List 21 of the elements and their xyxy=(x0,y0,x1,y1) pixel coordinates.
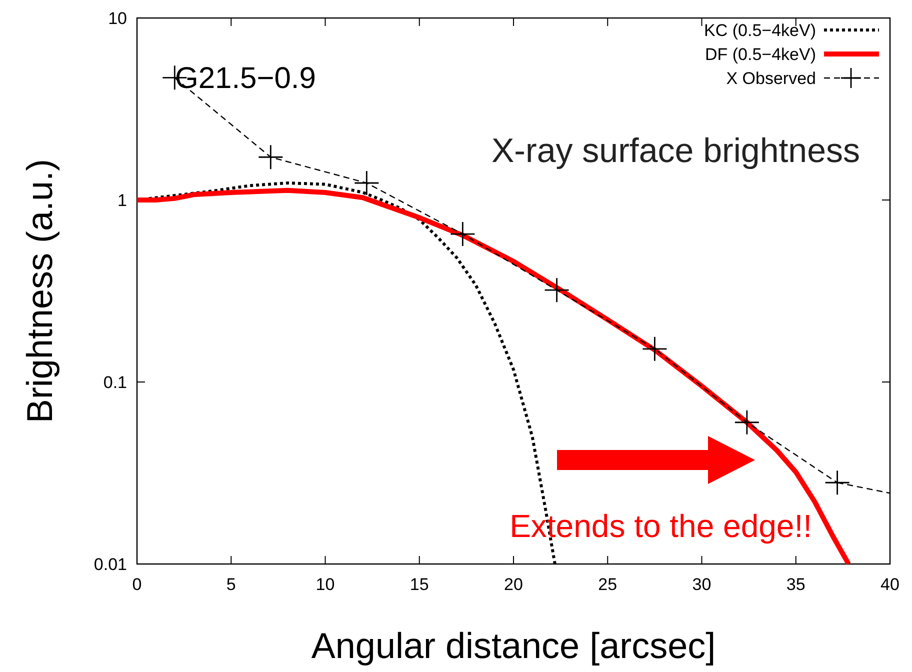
x-tick-label: 15 xyxy=(410,575,429,594)
x-tick-label: 10 xyxy=(316,575,335,594)
annotation: Extends to the edge!! xyxy=(510,508,812,544)
x-tick-label: 25 xyxy=(598,575,618,594)
legend-label: KC (0.5−4keV) xyxy=(704,20,816,40)
x-tick-label: 35 xyxy=(786,575,806,594)
x-tick-label: 5 xyxy=(226,575,236,594)
x-axis-title: Angular distance [arcsec] xyxy=(311,625,716,666)
y-tick-label: 0.01 xyxy=(94,554,127,574)
x-tick-label: 0 xyxy=(132,575,142,594)
legend-label: DF (0.5−4keV) xyxy=(704,44,816,64)
x-tick-label: 20 xyxy=(504,575,523,594)
y-tick-label: 10 xyxy=(108,8,127,28)
annotation: X-ray surface brightness xyxy=(492,132,860,170)
annotation: G21.5−0.9 xyxy=(175,62,316,95)
x-tick-label: 40 xyxy=(880,575,900,594)
y-tick-label: 0.1 xyxy=(103,372,127,392)
y-tick-label: 1 xyxy=(118,190,127,210)
x-tick-label: 30 xyxy=(692,575,712,594)
legend-label: X Observed xyxy=(726,68,816,88)
y-axis-title: Brightness (a.u.) xyxy=(19,158,60,424)
